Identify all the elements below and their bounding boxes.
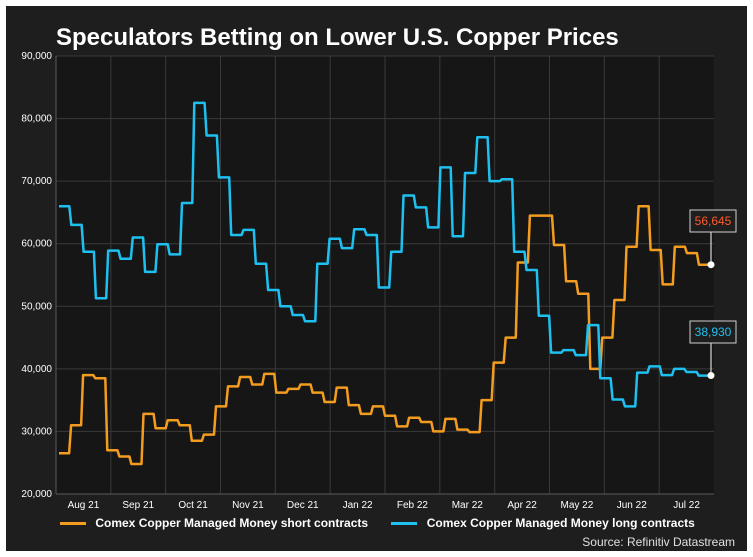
chart-plot: 90,000 80,000 70,000 60,000 50,000 40,000 30,0… [21,51,737,511]
y-tick-label: 40,000 [21,364,52,375]
long-last-value: 38,930 [695,325,732,339]
x-tick-label: Oct 21 [178,500,208,511]
y-tick-label: 50,000 [21,301,52,312]
chart-title: Speculators Betting on Lower U.S. Copper… [56,24,619,51]
legend-label-long: Comex Copper Managed Money long contract… [426,515,695,530]
x-tick-label: Aug 21 [68,500,100,511]
x-tick-label: Dec 21 [287,500,319,511]
y-tick-label: 60,000 [21,239,52,250]
x-tick-label: Sep 21 [122,500,154,511]
x-tick-label: Jul 22 [673,500,700,511]
chart-frame: Speculators Betting on Lower U.S. Copper… [6,6,747,551]
chart-legend: Comex Copper Managed Money short contrac… [60,515,715,533]
callout-box [689,209,737,233]
legend-swatch-long [391,522,418,526]
legend-label-short: Comex Copper Managed Money short contrac… [95,515,369,530]
y-tick-label: 70,000 [21,176,52,187]
callout-box [689,320,737,344]
series-long-line [59,101,709,408]
x-tick-label: Feb 22 [397,500,429,511]
y-tick-label: 90,000 [21,51,52,62]
source-note: Source: Refinitiv Datastream [582,535,735,549]
x-tick-label: Jan 22 [343,500,373,511]
short-last-value: 56,645 [695,214,732,228]
end-point-dot [707,372,715,380]
legend-swatch-short [60,522,86,526]
legend-item-short: Comex Copper Managed Money short contrac… [60,516,368,530]
x-tick-label: Mar 22 [452,500,484,511]
end-point-dot [707,261,715,269]
x-tick-label: May 22 [561,500,594,511]
y-tick-label: 80,000 [21,114,52,125]
x-tick-label: Jun 22 [617,500,647,511]
y-tick-label: 30,000 [21,426,52,437]
legend-item-long: Comex Copper Managed Money long contract… [391,515,695,530]
x-tick-label: Apr 22 [507,500,537,511]
x-tick-label: Nov 21 [232,500,264,511]
y-tick-label: 20,000 [21,489,52,500]
